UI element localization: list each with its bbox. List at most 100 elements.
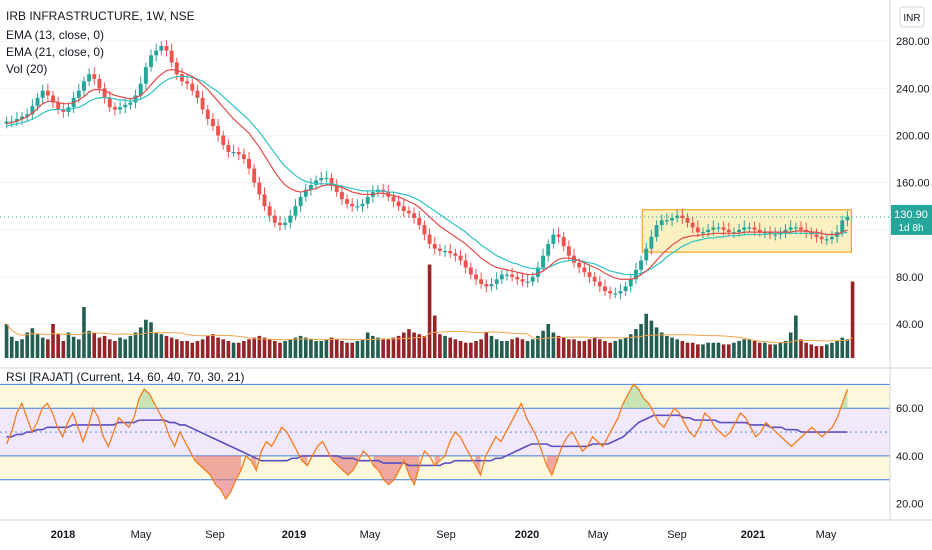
volume-bar (107, 339, 112, 358)
candle-body (190, 83, 195, 91)
volume-bar (732, 342, 736, 358)
volume-bar (634, 329, 638, 358)
volume-bar (262, 337, 267, 358)
price-tick-label: 240.00 (896, 83, 930, 95)
last-price-value: 130.90 (894, 209, 928, 221)
candle-body (138, 83, 143, 96)
candle-body (267, 206, 272, 216)
time-tick-label: 2019 (282, 529, 306, 541)
time-tick-label: May (588, 529, 609, 541)
volume-bar (701, 344, 705, 358)
candle-body (350, 203, 355, 207)
volume-bar (505, 341, 509, 358)
candle-body (510, 274, 515, 277)
volume-bar (144, 319, 148, 358)
candle-body (788, 227, 793, 230)
volume-bar (407, 329, 411, 358)
candle-body (561, 236, 566, 247)
volume-bar (479, 339, 483, 358)
candle-body (30, 106, 35, 115)
volume-bar (391, 337, 396, 358)
volume-bar (216, 337, 220, 358)
volume-bar (680, 341, 685, 358)
candle-body (216, 126, 221, 136)
candle-body (180, 74, 184, 82)
time-tick-label: 2018 (51, 529, 75, 541)
candle-body (618, 291, 623, 294)
candle-body (566, 246, 571, 256)
rsi-band-lower (0, 455, 890, 480)
candle-body (278, 222, 282, 226)
candle-body (448, 251, 453, 254)
volume-bar (314, 341, 318, 358)
volume-bar (30, 328, 35, 358)
volume-bar (360, 339, 365, 358)
volume-bar (40, 337, 45, 358)
volume-bar (474, 341, 478, 358)
volume-bar (598, 339, 602, 358)
volume-bar (4, 324, 9, 358)
volume-bar (200, 339, 205, 358)
volume-bar (396, 335, 401, 358)
price-panel[interactable] (0, 40, 890, 358)
volume-bar (340, 341, 344, 358)
candle-body (582, 267, 587, 273)
consolidation-box (641, 209, 853, 253)
volume-bar (830, 342, 834, 358)
candle-body (535, 267, 540, 277)
volume-bar (205, 335, 210, 358)
rsi-panel[interactable] (0, 383, 890, 501)
volume-bar (768, 344, 772, 358)
volume-bar (329, 337, 334, 358)
volume-bar (706, 342, 710, 358)
volume-bar (123, 339, 128, 358)
candle-body (659, 220, 664, 226)
volume-bar (453, 339, 458, 358)
candle-body (324, 177, 329, 180)
volume-bar (211, 334, 215, 358)
volume-bar (463, 342, 468, 358)
volume-bar (56, 334, 60, 358)
candle-body (360, 203, 365, 207)
volume-bar (654, 327, 659, 358)
candle-body (690, 222, 695, 228)
rsi-overbought-fill (623, 384, 649, 409)
candle-body (664, 220, 669, 222)
candle-body (174, 62, 179, 75)
candle-body (675, 215, 680, 218)
volume-bar (448, 337, 453, 358)
rsi-oversold-fill (434, 455, 440, 466)
volume-bar (752, 341, 757, 358)
volume-bar (670, 337, 674, 358)
candle-body (76, 90, 81, 98)
rsi-band-upper (0, 384, 890, 409)
candle-body (128, 102, 133, 105)
candle-body (396, 201, 401, 207)
currency-badge[interactable] (899, 6, 925, 28)
candle-body (221, 135, 226, 145)
volume-bar (15, 341, 19, 358)
volume-bar (159, 334, 164, 358)
candle-body (556, 234, 561, 237)
volume-bar (788, 332, 793, 358)
candle-body (463, 260, 468, 268)
candle-body (711, 227, 716, 230)
candle-body (45, 90, 50, 96)
candle-body (721, 227, 726, 230)
volume-bar (164, 335, 169, 358)
candle-body (484, 284, 489, 287)
candle-body (102, 88, 107, 98)
volume-bar (221, 339, 226, 358)
volume-bar (458, 341, 463, 358)
volume-bar (623, 337, 628, 358)
volume-bar (711, 342, 716, 358)
volume-bar (412, 332, 416, 358)
volume-bar (376, 337, 380, 358)
candle-body (515, 276, 520, 280)
candle-body (628, 279, 633, 287)
volume-bar (824, 344, 829, 358)
candle-body (670, 218, 674, 221)
volume-bar (690, 342, 695, 358)
volume-bar (242, 341, 246, 358)
